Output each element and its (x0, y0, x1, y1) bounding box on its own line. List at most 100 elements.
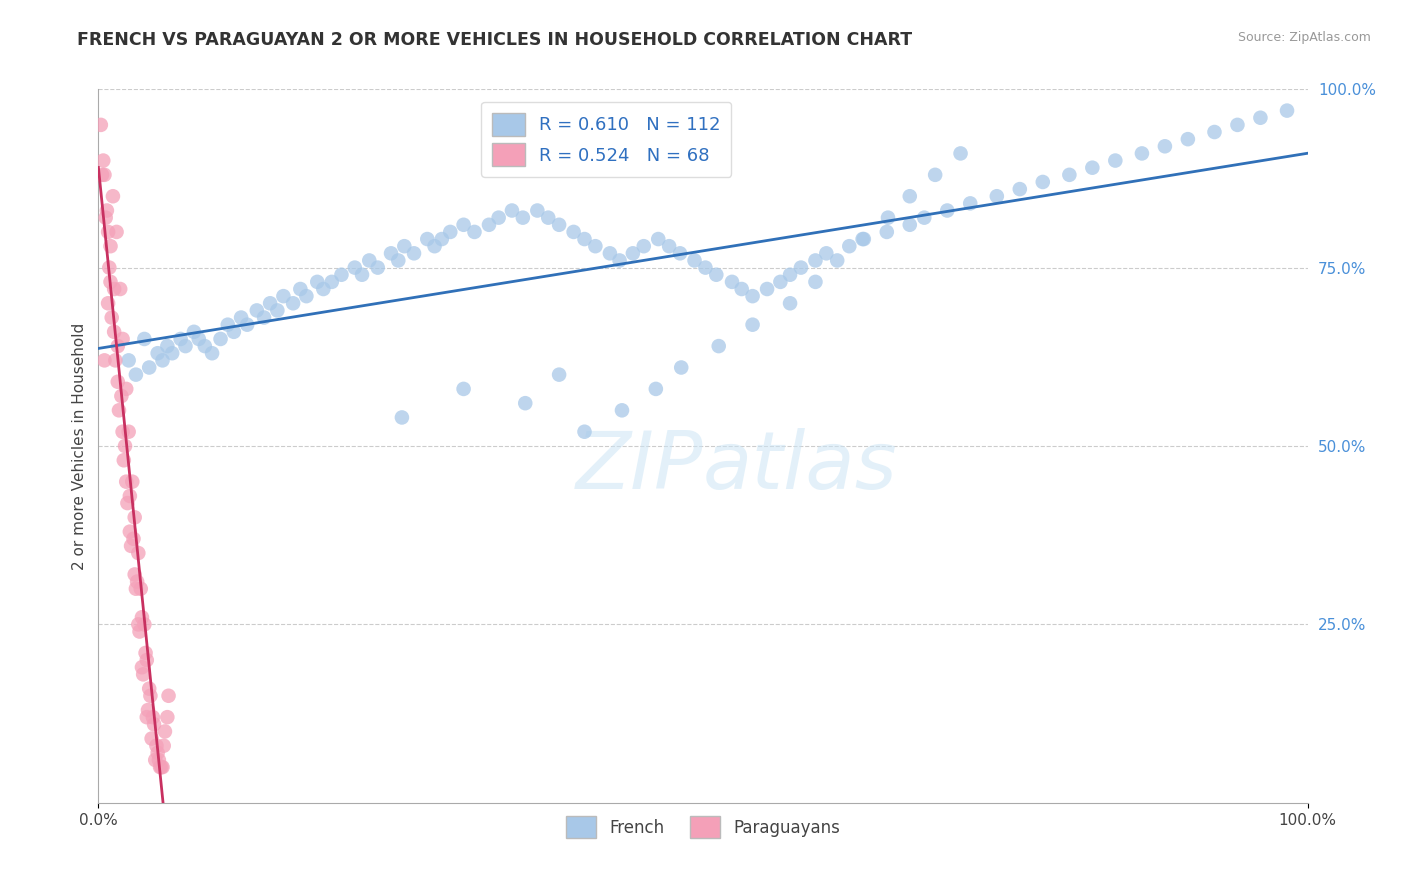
Point (152, 760, 174, 774)
Point (548, 368, 571, 382)
Point (103, 325, 125, 339)
Point (647, 232, 669, 246)
Point (430, 232, 453, 246)
Point (132, 667, 155, 681)
Point (153, 724, 176, 739)
Point (273, 289, 295, 303)
Point (131, 610, 153, 624)
Point (350, 268, 373, 282)
Point (644, 382, 666, 396)
Point (120, 539, 142, 553)
Point (1008, 182, 1031, 196)
Point (174, 339, 197, 353)
Point (266, 303, 288, 318)
Point (143, 717, 166, 731)
Point (936, 203, 959, 218)
Point (439, 225, 461, 239)
Point (93, 168, 115, 182)
Point (146, 746, 169, 760)
Point (741, 318, 763, 332)
Point (111, 425, 134, 439)
Point (330, 268, 353, 282)
Point (1154, 139, 1177, 153)
Point (135, 646, 157, 660)
Point (129, 582, 152, 596)
Point (111, 332, 134, 346)
Point (127, 546, 149, 560)
Point (512, 211, 534, 225)
Point (118, 425, 141, 439)
Point (838, 239, 860, 253)
Point (121, 475, 143, 489)
Point (367, 260, 389, 275)
Point (1130, 146, 1153, 161)
Point (790, 260, 813, 275)
Point (149, 760, 172, 774)
Text: FRENCH VS PARAGUAYAN 2 OR MORE VEHICLES IN HOUSEHOLD CORRELATION CHART: FRENCH VS PARAGUAYAN 2 OR MORE VEHICLES … (77, 31, 912, 49)
Point (453, 218, 475, 232)
Point (721, 275, 744, 289)
Point (290, 282, 312, 296)
Point (912, 211, 935, 225)
Point (526, 203, 548, 218)
Point (959, 196, 981, 211)
Point (138, 360, 160, 375)
Point (115, 475, 138, 489)
Point (100, 275, 122, 289)
Point (118, 353, 141, 368)
Point (1104, 153, 1126, 168)
Point (741, 289, 763, 303)
Point (229, 310, 252, 325)
Point (804, 253, 827, 268)
Point (93, 353, 115, 368)
Point (134, 332, 156, 346)
Point (949, 146, 972, 161)
Point (1081, 161, 1104, 175)
Text: Source: ZipAtlas.com: Source: ZipAtlas.com (1237, 31, 1371, 45)
Point (658, 239, 681, 253)
Point (100, 310, 122, 325)
Point (583, 239, 606, 253)
Point (150, 760, 173, 774)
Point (321, 275, 343, 289)
Point (141, 731, 163, 746)
Point (986, 189, 1008, 203)
Point (110, 389, 132, 403)
Point (131, 660, 153, 674)
Point (343, 260, 366, 275)
Point (97, 296, 120, 310)
Point (779, 296, 801, 310)
Point (194, 339, 217, 353)
Point (876, 225, 898, 239)
Point (156, 339, 179, 353)
Point (1177, 132, 1199, 146)
Point (152, 353, 174, 368)
Point (423, 239, 446, 253)
Point (259, 296, 281, 310)
Point (537, 211, 560, 225)
Point (1204, 125, 1226, 139)
Point (246, 303, 269, 318)
Point (610, 403, 633, 417)
Point (124, 567, 146, 582)
Point (148, 753, 170, 767)
Point (90, 118, 112, 132)
Point (156, 710, 179, 724)
Point (128, 624, 150, 639)
Point (135, 710, 157, 724)
Point (924, 168, 946, 182)
Point (236, 318, 259, 332)
Point (145, 739, 167, 753)
Point (779, 268, 801, 282)
Point (515, 396, 537, 410)
Point (125, 368, 148, 382)
Point (387, 253, 409, 268)
Point (160, 346, 183, 360)
Point (105, 225, 128, 239)
Point (756, 282, 779, 296)
Point (501, 203, 523, 218)
Point (825, 253, 848, 268)
Point (671, 360, 693, 375)
Point (117, 496, 139, 510)
Point (107, 375, 129, 389)
